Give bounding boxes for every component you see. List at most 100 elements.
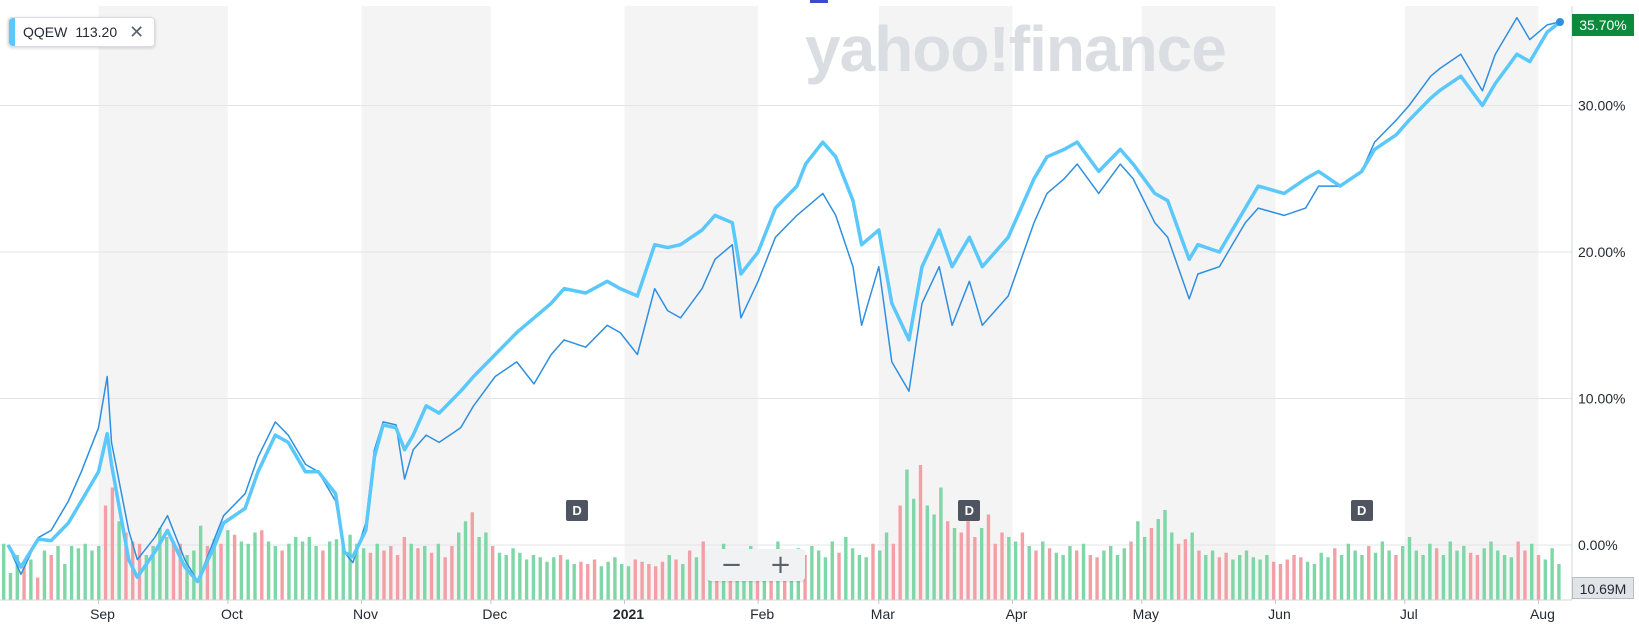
volume-bar <box>470 512 474 600</box>
volume-bar <box>1312 564 1317 600</box>
symbol-chip[interactable]: QQEW 113.20 ✕ <box>8 17 156 47</box>
volume-bar <box>1387 550 1391 600</box>
series-line-compare <box>7 16 1561 583</box>
top-tab-indicator <box>810 0 828 3</box>
volume-bar <box>178 543 182 600</box>
volume-bar <box>300 541 305 600</box>
volume-bar <box>973 537 977 600</box>
volume-bar <box>1204 555 1208 600</box>
volume-bar <box>1292 555 1296 600</box>
volume-bar <box>1285 559 1289 600</box>
volume-bar <box>1190 532 1194 600</box>
volume-bar <box>613 557 617 600</box>
x-tick-label: 2021 <box>613 606 644 622</box>
volume-bar <box>803 555 807 600</box>
volume-bar <box>1197 550 1201 600</box>
x-tick-label: May <box>1133 606 1159 622</box>
volume-bar <box>932 514 936 600</box>
zoom-in-button[interactable]: + <box>769 550 792 580</box>
volume-bar <box>1156 519 1160 600</box>
grid-lines <box>0 105 1572 546</box>
volume-bar <box>83 543 87 600</box>
volume-badge: 10.69M <box>1572 577 1634 599</box>
volume-bar <box>423 546 427 600</box>
x-tick-label: Sep <box>90 606 115 622</box>
last-value-badge: 35.70% <box>1572 14 1634 36</box>
volume-bar <box>1557 564 1561 600</box>
volume-bar <box>484 532 488 600</box>
volume-bar <box>620 564 624 600</box>
dividend-marker[interactable]: D <box>566 500 589 521</box>
volume-bar <box>63 564 67 600</box>
volume-bar <box>674 559 678 600</box>
month-band <box>361 6 491 600</box>
volume-bar <box>1339 555 1344 600</box>
volume-bar <box>436 543 441 600</box>
volume-bar <box>402 537 407 600</box>
volume-bar <box>626 566 631 600</box>
volume-bar <box>1054 552 1059 600</box>
dividend-marker[interactable]: D <box>1350 500 1373 521</box>
volume-bar <box>1326 557 1330 600</box>
volume-bar <box>1278 564 1283 600</box>
volume-bar <box>185 555 189 600</box>
volume-bar <box>1401 546 1405 600</box>
volume-bar <box>1502 555 1507 600</box>
volume-bar <box>1299 557 1303 600</box>
volume-bar <box>463 521 468 600</box>
volume-bar <box>816 550 821 600</box>
volume-bar <box>348 534 352 600</box>
volume-bar <box>389 546 393 600</box>
zoom-controls: − + <box>707 549 805 581</box>
volume-bar <box>884 532 889 600</box>
close-icon[interactable]: ✕ <box>129 22 145 42</box>
volume-bar <box>110 487 115 600</box>
volume-bar <box>810 546 814 600</box>
volume-bar <box>1176 543 1181 600</box>
month-band <box>1141 6 1276 600</box>
volume-bar <box>1020 532 1025 600</box>
volume-bar <box>1346 543 1351 600</box>
volume-bar <box>1543 559 1548 600</box>
symbol-label: QQEW <box>23 24 68 40</box>
volume-bar <box>653 566 658 600</box>
volume-bar <box>925 505 930 600</box>
volume-bar <box>979 528 984 600</box>
volume-bar <box>1061 555 1065 600</box>
volume-bar <box>29 559 33 600</box>
volume-bar <box>1251 557 1255 600</box>
volume-bar <box>518 552 522 600</box>
volume-bar <box>864 557 868 600</box>
volume-bar <box>850 548 855 600</box>
volume-bar <box>1210 550 1215 600</box>
volume-bar <box>171 541 176 600</box>
volume-bar <box>76 548 81 600</box>
volume-bar <box>198 525 203 600</box>
volume-bar <box>647 564 651 600</box>
volume-bar <box>912 498 916 600</box>
dividend-marker[interactable]: D <box>958 500 981 521</box>
volume-bar <box>1509 557 1514 600</box>
volume-bar <box>1163 510 1167 600</box>
volume-bar <box>1394 555 1398 600</box>
volume-bar <box>1373 552 1378 600</box>
volume-bar <box>2 543 6 600</box>
volume-bar <box>457 532 461 600</box>
volume-bar <box>1238 555 1242 600</box>
volume-bar <box>966 521 970 600</box>
volume-bar <box>524 559 529 600</box>
volume-bar <box>103 505 108 600</box>
volume-bar <box>1407 537 1412 600</box>
x-tick-label: Nov <box>353 606 378 622</box>
volume-bar <box>1170 532 1174 600</box>
volume-bar <box>314 546 318 600</box>
volume-bar <box>355 543 359 600</box>
month-band <box>98 6 228 600</box>
volume-bar <box>871 543 875 600</box>
zoom-out-button[interactable]: − <box>720 550 743 580</box>
volume-bar <box>124 532 128 600</box>
volume-bar <box>552 557 556 600</box>
volume-bar <box>1360 555 1364 600</box>
volume-bar <box>497 552 502 600</box>
